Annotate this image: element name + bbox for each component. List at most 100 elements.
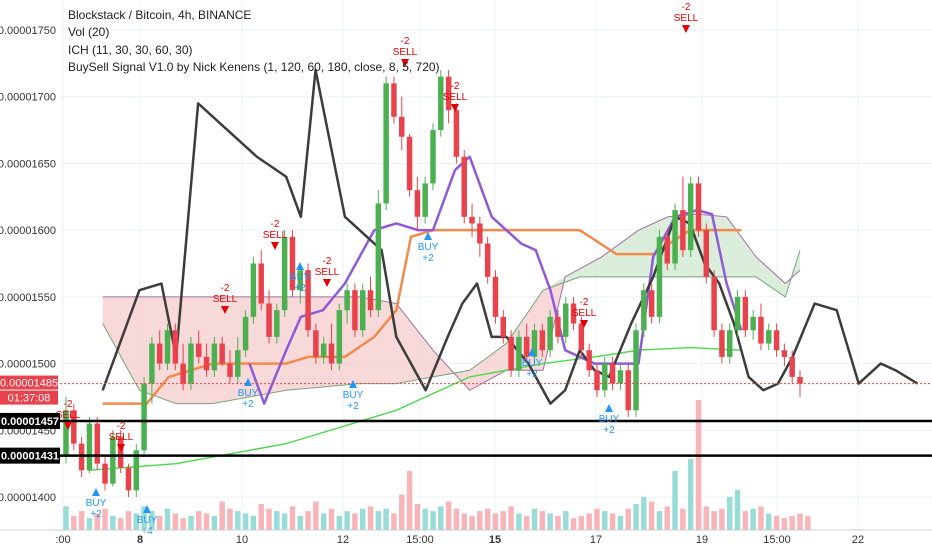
candle[interactable] (227, 363, 233, 377)
candle[interactable] (438, 76, 444, 131)
candle[interactable] (563, 303, 569, 337)
candle[interactable] (406, 136, 413, 191)
candle[interactable] (188, 343, 194, 384)
candle[interactable] (125, 467, 132, 491)
candle[interactable] (63, 410, 69, 457)
candle[interactable] (687, 183, 694, 251)
candle[interactable] (172, 330, 179, 364)
candle[interactable] (78, 443, 85, 471)
legend-vol[interactable]: Vol (20) (68, 25, 110, 39)
candle[interactable] (500, 316, 507, 337)
candle[interactable] (164, 330, 171, 364)
candle[interactable] (680, 210, 686, 251)
candle[interactable] (711, 276, 717, 331)
candle[interactable] (266, 303, 272, 337)
candle[interactable] (352, 290, 358, 331)
candle[interactable] (664, 236, 670, 264)
candle[interactable] (492, 276, 499, 317)
candle[interactable] (219, 343, 225, 364)
candle[interactable] (594, 370, 600, 391)
candle[interactable] (484, 243, 491, 277)
candle[interactable] (250, 263, 257, 317)
candle[interactable] (516, 336, 522, 371)
candle[interactable] (289, 236, 296, 291)
candle[interactable] (578, 323, 585, 351)
candle[interactable] (367, 290, 374, 311)
candle[interactable] (672, 210, 678, 264)
candle[interactable] (305, 270, 311, 331)
candle[interactable] (766, 330, 772, 344)
candle[interactable] (430, 130, 436, 184)
legend-ichimoku[interactable]: ICH (11, 30, 30, 60, 30) (68, 43, 193, 57)
candle[interactable] (648, 290, 655, 317)
candle[interactable] (602, 363, 608, 391)
candles[interactable] (63, 70, 803, 497)
candle[interactable] (773, 330, 780, 351)
candle[interactable] (258, 263, 264, 304)
candle[interactable] (469, 216, 475, 224)
candle[interactable] (461, 156, 467, 217)
candle[interactable] (313, 330, 319, 357)
candle[interactable] (156, 343, 163, 364)
candle[interactable] (336, 310, 343, 364)
candle[interactable] (359, 290, 366, 331)
candle[interactable] (399, 116, 405, 137)
candle[interactable] (617, 370, 624, 384)
candle[interactable] (203, 356, 210, 371)
candle[interactable] (149, 343, 155, 384)
legend-buysell[interactable]: BuySell Signal V1.0 by Nick Kenens (1, 1… (68, 60, 440, 74)
candle[interactable] (609, 363, 616, 384)
price-axis[interactable]: 0.00001750 0.00001700 0.00001650 0.00001600… (0, 25, 60, 504)
candle[interactable] (414, 190, 421, 217)
candle[interactable] (734, 296, 741, 331)
candle[interactable] (242, 316, 249, 351)
candle[interactable] (297, 270, 303, 291)
candle[interactable] (274, 310, 280, 337)
candle[interactable] (789, 356, 795, 377)
candle[interactable] (117, 436, 124, 468)
candle[interactable] (110, 436, 116, 484)
candle[interactable] (625, 370, 631, 411)
candle[interactable] (695, 183, 702, 231)
candle[interactable] (508, 336, 514, 371)
candle[interactable] (320, 343, 327, 357)
candle[interactable] (656, 236, 663, 317)
candle[interactable] (477, 223, 483, 244)
candle[interactable] (141, 383, 147, 451)
horizontal-levels[interactable] (0, 383, 932, 457)
candle[interactable] (781, 350, 788, 357)
candle[interactable] (94, 423, 100, 464)
candle[interactable] (570, 303, 577, 324)
candle[interactable] (383, 83, 389, 204)
candle[interactable] (180, 363, 186, 384)
candle[interactable] (547, 316, 553, 351)
candle[interactable] (531, 330, 538, 357)
candle[interactable] (235, 350, 241, 377)
candle[interactable] (586, 350, 592, 371)
candle[interactable] (719, 330, 725, 357)
candle[interactable] (328, 343, 335, 364)
candle[interactable] (344, 290, 350, 311)
candle[interactable] (453, 110, 460, 157)
candle[interactable] (86, 423, 93, 471)
candle[interactable] (102, 463, 108, 484)
candle[interactable] (445, 76, 452, 111)
candle[interactable] (375, 203, 382, 311)
candle[interactable] (211, 343, 218, 371)
candle[interactable] (758, 316, 764, 344)
time-axis[interactable]: :00 8 10 12 15:00 15 17 19 15:00 22 (0, 529, 932, 546)
candle[interactable] (633, 330, 639, 411)
candle[interactable] (539, 330, 546, 351)
candle[interactable] (71, 410, 77, 444)
candle[interactable] (422, 183, 428, 217)
candle[interactable] (726, 330, 733, 357)
candle[interactable] (281, 236, 288, 311)
candle[interactable] (133, 450, 140, 491)
candle[interactable] (742, 296, 749, 331)
candle[interactable] (750, 316, 756, 331)
candle[interactable] (196, 343, 202, 357)
candle[interactable] (555, 316, 561, 337)
candle[interactable] (703, 230, 710, 277)
candle[interactable] (641, 290, 647, 331)
